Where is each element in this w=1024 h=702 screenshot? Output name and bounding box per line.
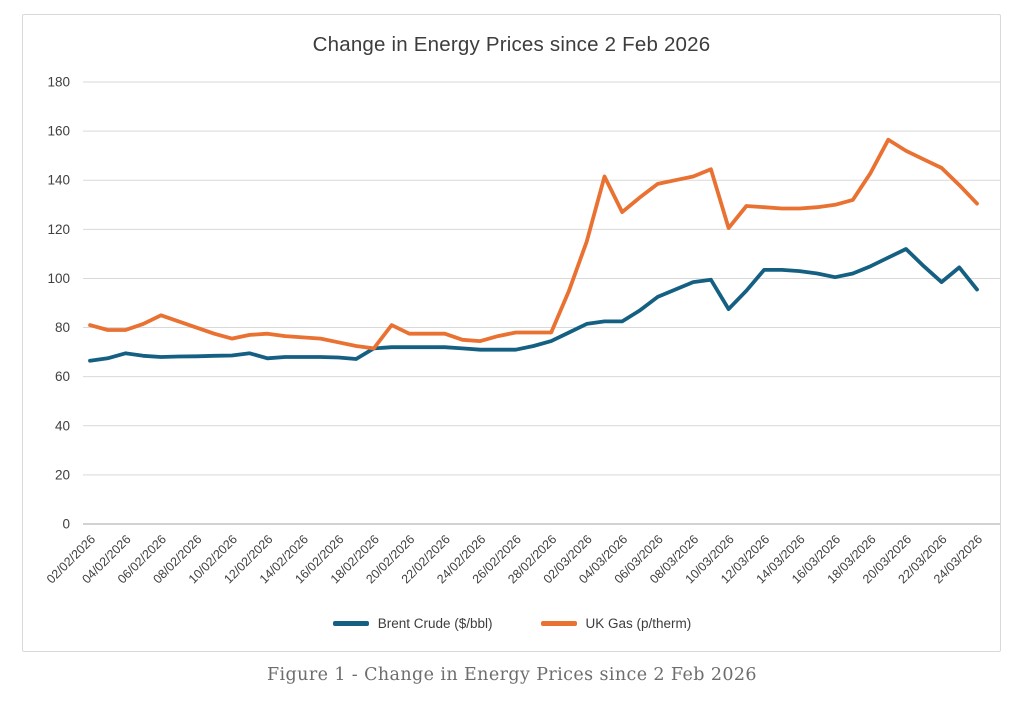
y-tick-label: 180: [47, 75, 70, 90]
line-chart: 0 20 40 60 80 100 120 140 160 180 02/02/202604/02/…: [44, 75, 1000, 586]
y-tick-label: 120: [47, 222, 70, 237]
series-line-uk-gas-p-therm: [88, 137, 979, 351]
legend-swatch: [332, 621, 369, 626]
legend-swatch: [540, 621, 577, 626]
y-tick-label: 20: [55, 467, 70, 482]
y-tick-label: 140: [47, 173, 70, 188]
y-tick-label: 80: [55, 320, 70, 335]
y-tick-label: 100: [47, 271, 70, 286]
legend-item: UK Gas (p/therm): [540, 616, 692, 631]
legend-label: Brent Crude ($/bbl): [377, 616, 493, 631]
series-line-brent-crude-bbl: [88, 247, 979, 363]
chart-legend: Brent Crude ($/bbl) UK Gas (p/therm): [0, 616, 1024, 631]
figure-caption: Figure 1 - Change in Energy Prices since…: [267, 665, 757, 685]
y-tick-label: 160: [47, 124, 70, 139]
gridlines: [83, 81, 1000, 525]
y-tick-label: 40: [55, 418, 70, 433]
y-axis-labels: 0 20 40 60 80 100 120 140 160 180: [47, 75, 70, 532]
chart-title: Change in Energy Prices since 2 Feb 2026: [312, 33, 711, 56]
y-tick-label: 0: [62, 517, 70, 532]
x-axis-labels: 02/02/202604/02/202606/02/202608/02/2026…: [44, 532, 985, 586]
legend-item: Brent Crude ($/bbl): [332, 616, 493, 631]
y-tick-label: 60: [55, 369, 70, 384]
legend-label: UK Gas (p/therm): [585, 616, 692, 631]
